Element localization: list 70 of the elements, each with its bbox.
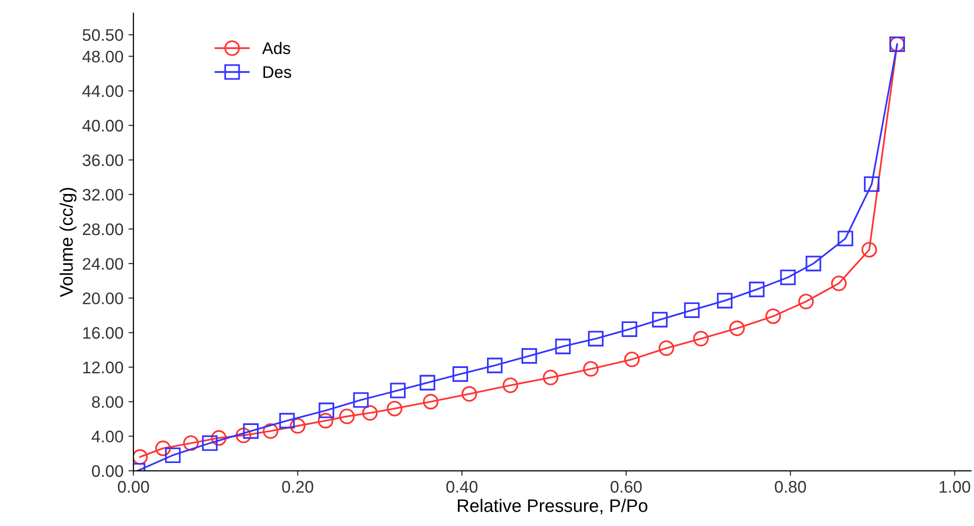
point [452, 366, 468, 382]
point [748, 282, 765, 298]
x-axis-title: Relative Pressure, P/Po [458, 498, 648, 514]
point [422, 394, 438, 410]
point [765, 308, 781, 324]
point [420, 374, 436, 390]
point [165, 447, 181, 464]
point [684, 302, 700, 318]
point [279, 412, 295, 428]
y-tick-label: 32.00 [82, 188, 124, 201]
x-tick-label: 0.00 [118, 480, 150, 493]
point [462, 386, 478, 402]
point [798, 294, 814, 310]
point [521, 348, 538, 364]
point [386, 400, 402, 416]
point [318, 412, 334, 428]
point [318, 402, 334, 418]
y-tick-label: 40.00 [82, 120, 124, 132]
x-tick-label: 0.20 [282, 480, 314, 493]
legend-label: Ads [262, 42, 290, 54]
point [806, 256, 822, 272]
point [202, 435, 218, 451]
point [780, 270, 796, 286]
point [864, 176, 880, 192]
point [183, 435, 199, 451]
point [693, 330, 709, 346]
x-tick-label: 0.60 [610, 480, 642, 493]
y-tick-label: 4.00 [92, 430, 124, 442]
y-tick-label: 20.00 [82, 292, 124, 304]
x-tick-label: 0.80 [774, 480, 806, 493]
y-tick-label: 24.00 [82, 258, 124, 270]
point [542, 370, 558, 386]
point [583, 361, 599, 377]
point [362, 405, 378, 421]
point [716, 292, 732, 308]
x-tick-label: 1.00 [940, 480, 970, 493]
point [588, 330, 604, 346]
point [155, 440, 171, 456]
point [290, 418, 306, 434]
point [133, 449, 148, 465]
point [211, 430, 227, 446]
point [339, 408, 355, 424]
point [243, 423, 259, 439]
point [658, 340, 674, 356]
y-tick-label: 48.00 [82, 50, 124, 63]
point [262, 423, 278, 439]
point [390, 382, 406, 398]
legend-label: Des [263, 66, 292, 78]
y-tick-label: 0.00 [92, 465, 124, 477]
point [555, 338, 571, 354]
y-tick-label: 8.00 [92, 396, 124, 408]
point [622, 321, 638, 337]
point [353, 392, 369, 408]
y-tick-label: 28.00 [82, 223, 124, 236]
y-tick-label: 16.00 [83, 327, 124, 339]
y-tick-label: 12.00 [83, 362, 124, 374]
point [861, 242, 878, 258]
point [236, 428, 252, 444]
y-tick-label: 44.00 [82, 85, 124, 98]
point [624, 352, 640, 368]
point [838, 230, 854, 246]
y-axis-title: Volume (cc/g) [60, 188, 76, 298]
y-tick-label: 36.00 [82, 154, 124, 166]
point [502, 378, 518, 394]
y-tick-label: 50.50 [82, 29, 124, 41]
point [486, 358, 503, 374]
point [831, 276, 847, 292]
point [652, 312, 668, 328]
point [729, 320, 745, 336]
x-tick-label: 0.40 [446, 480, 478, 493]
